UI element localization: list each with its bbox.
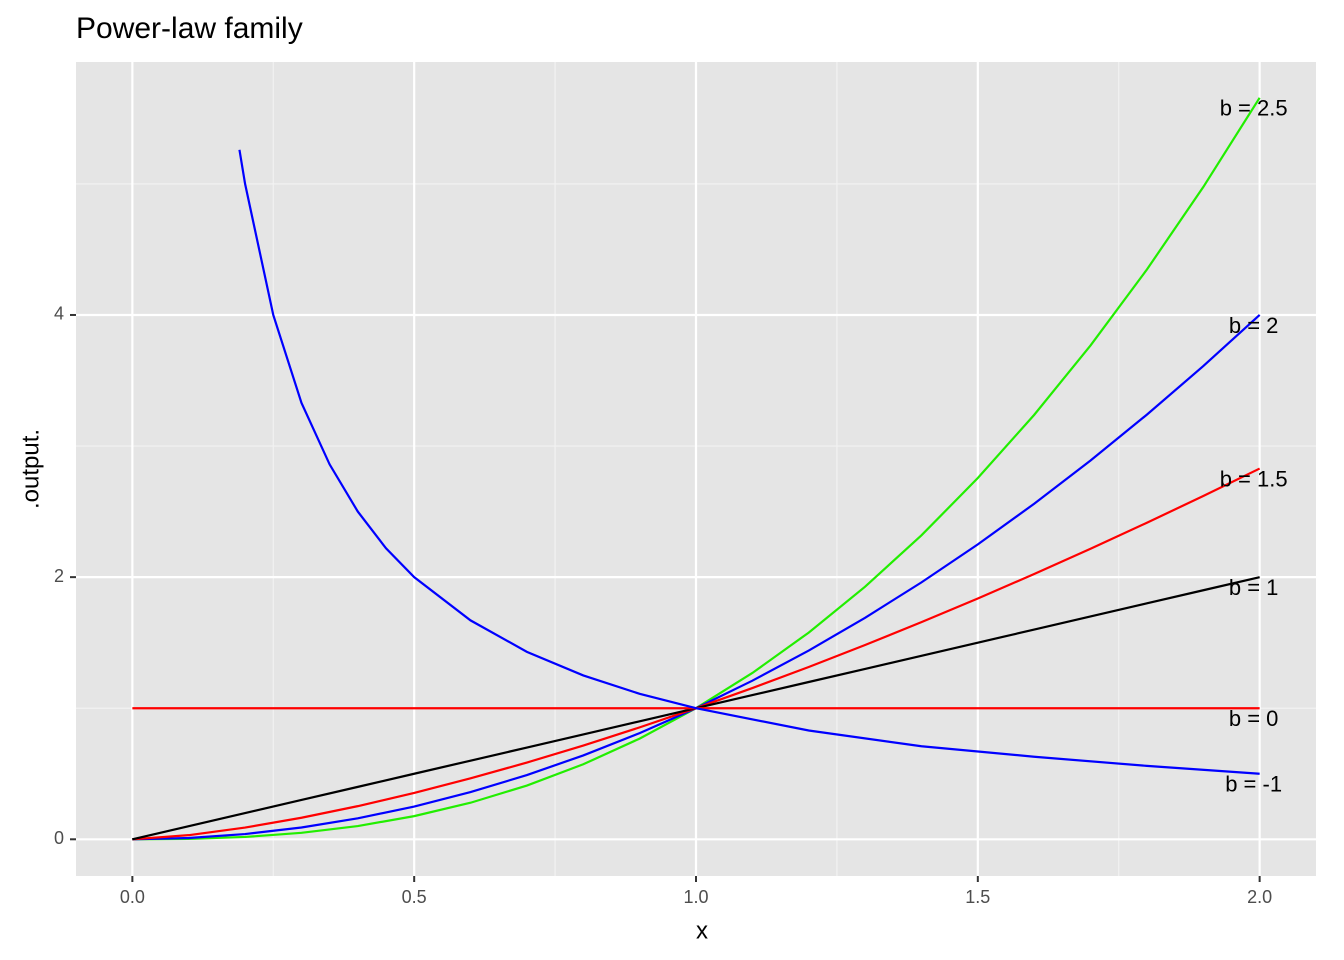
y-tick-label: 2 (54, 566, 64, 586)
x-tick-label: 1.5 (965, 887, 990, 907)
line-label: b = 0 (1229, 706, 1279, 731)
x-axis-label: x (696, 917, 708, 944)
y-tick-label: 0 (54, 828, 64, 848)
series-line (238, 149, 1260, 775)
y-axis-label: .output. (17, 429, 44, 509)
line-label: b = 1 (1229, 575, 1279, 600)
x-tick-label: 0.0 (120, 887, 145, 907)
line-label: b = -1 (1225, 772, 1282, 797)
line-label: b = 2 (1229, 313, 1279, 338)
x-tick-label: 1.0 (683, 887, 708, 907)
x-tick-label: 0.5 (402, 887, 427, 907)
x-tick-label: 2.0 (1247, 887, 1272, 907)
y-tick-label: 4 (54, 304, 64, 324)
line-label: b = 2.5 (1220, 96, 1288, 121)
chart-title: Power-law family (76, 12, 303, 45)
line-label: b = 1.5 (1220, 466, 1288, 491)
